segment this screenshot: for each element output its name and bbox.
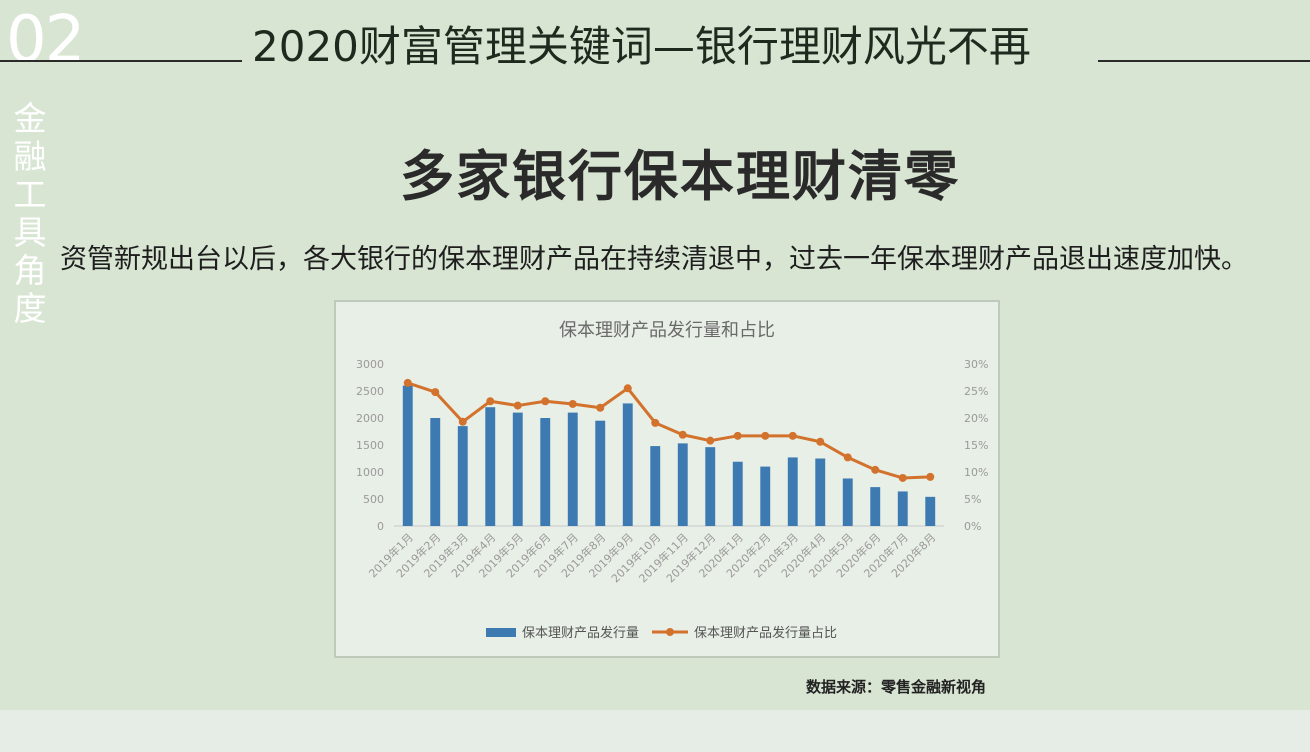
left-tick-label: 1500 bbox=[356, 439, 384, 452]
x-axis-labels: 2019年1月2019年2月2019年3月2019年4月2019年5月2019年… bbox=[366, 530, 939, 585]
line-point bbox=[788, 431, 797, 440]
line-point bbox=[678, 430, 687, 439]
bar bbox=[925, 496, 936, 526]
source-note: 数据来源：零售金融新视角 bbox=[806, 678, 987, 696]
chart-title: 保本理财产品发行量和占比 bbox=[559, 320, 775, 341]
right-tick-label: 15% bbox=[964, 439, 988, 452]
left-tick-label: 2000 bbox=[356, 412, 384, 425]
right-tick-label: 25% bbox=[964, 385, 988, 398]
section-number: 02 bbox=[6, 3, 85, 77]
bar bbox=[897, 491, 908, 526]
legend-bar-swatch bbox=[486, 628, 516, 637]
line-point bbox=[843, 453, 852, 462]
right-axis-ticks: 0% 5% 10% 15% 20% 25% 30% bbox=[964, 358, 988, 533]
bar bbox=[787, 457, 798, 526]
header-rule-left bbox=[0, 60, 242, 62]
line-point bbox=[651, 418, 660, 427]
legend-line-label: 保本理财产品发行量占比 bbox=[694, 625, 837, 641]
bar bbox=[705, 447, 716, 526]
bar bbox=[732, 461, 743, 526]
line-point bbox=[926, 472, 935, 481]
line-point bbox=[568, 399, 577, 408]
bar bbox=[567, 412, 578, 526]
left-tick-label: 2500 bbox=[356, 385, 384, 398]
left-tick-label: 1000 bbox=[356, 466, 384, 479]
chart-legend: 保本理财产品发行量 保本理财产品发行量占比 bbox=[486, 625, 837, 641]
line-point bbox=[458, 417, 467, 426]
right-tick-label: 20% bbox=[964, 412, 988, 425]
line-point bbox=[733, 431, 742, 440]
bar bbox=[540, 418, 551, 526]
line-point bbox=[871, 465, 880, 474]
line-path bbox=[407, 381, 931, 480]
left-tick-label: 500 bbox=[363, 493, 384, 506]
bar-series bbox=[402, 385, 936, 526]
bar bbox=[457, 426, 468, 526]
line-point bbox=[816, 437, 825, 446]
left-tick-label: 3000 bbox=[356, 358, 384, 371]
legend-bar-label: 保本理财产品发行量 bbox=[522, 625, 639, 641]
line-point bbox=[513, 401, 522, 410]
slide-heading: 多家银行保本理财清零 bbox=[400, 145, 960, 208]
line-point bbox=[486, 397, 495, 406]
bar bbox=[402, 385, 413, 526]
bar bbox=[760, 466, 771, 526]
line-point bbox=[761, 431, 770, 440]
line-point bbox=[541, 397, 550, 406]
page-title: 2020财富管理关键词—银行理财风光不再 bbox=[252, 22, 1031, 71]
right-tick-label: 10% bbox=[964, 466, 988, 479]
chart-frame: 保本理财产品发行量和占比 0 500 1000 1500 2000 2500 3000 0%… bbox=[334, 300, 1000, 658]
bottom-strip bbox=[0, 710, 1310, 752]
intro-paragraph: 资管新规出台以后，各大银行的保本理财产品在持续清退中，过去一年保本理财产品退出速… bbox=[60, 244, 1248, 275]
bar bbox=[842, 478, 853, 526]
bar bbox=[595, 420, 606, 526]
bar bbox=[485, 407, 496, 526]
left-tick-label: 0 bbox=[377, 520, 384, 533]
line-series bbox=[403, 378, 935, 482]
line-point bbox=[431, 388, 440, 397]
legend-line-marker bbox=[666, 628, 674, 636]
line-point bbox=[898, 473, 907, 482]
side-label: 金融工具角度 bbox=[13, 99, 47, 328]
line-point bbox=[596, 403, 605, 412]
line-point bbox=[706, 436, 715, 445]
header-rule-right bbox=[1098, 60, 1310, 62]
bar bbox=[650, 446, 661, 526]
left-axis-ticks: 0 500 1000 1500 2000 2500 3000 bbox=[356, 358, 384, 533]
line-point bbox=[403, 378, 412, 387]
right-tick-label: 0% bbox=[964, 520, 981, 533]
bar bbox=[622, 403, 633, 526]
bar bbox=[815, 458, 826, 526]
bar bbox=[430, 418, 441, 526]
combo-chart: 保本理财产品发行量和占比 0 500 1000 1500 2000 2500 3000 0%… bbox=[356, 320, 988, 641]
line-point bbox=[623, 384, 632, 393]
bar bbox=[512, 412, 523, 526]
right-tick-label: 30% bbox=[964, 358, 988, 371]
right-tick-label: 5% bbox=[964, 493, 981, 506]
bar bbox=[870, 487, 881, 526]
bar bbox=[677, 443, 688, 526]
